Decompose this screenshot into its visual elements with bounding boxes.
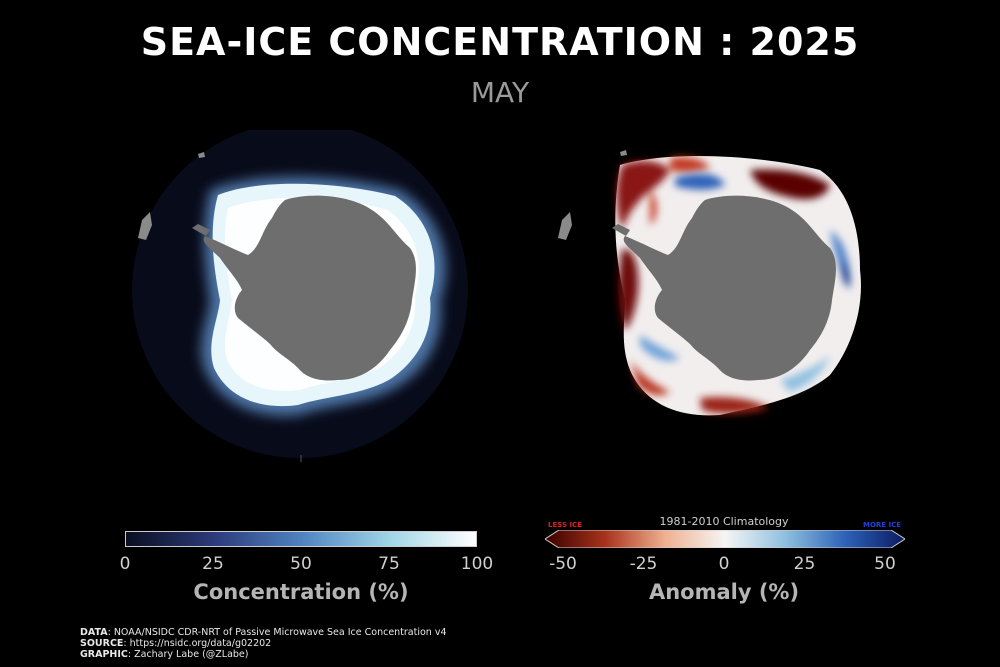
concentration-map <box>132 130 468 462</box>
credit-source: SOURCE: https://nsidc.org/data/g02202 <box>80 638 272 649</box>
credit-data: DATA: NOAA/NSIDC CDR-NRT of Passive Micr… <box>80 627 447 638</box>
credit-graphic: GRAPHIC: Zachary Labe (@ZLabe) <box>80 649 249 660</box>
antarctica-landmass <box>203 195 416 381</box>
island-south-america <box>558 212 572 240</box>
anomaly-colorbar <box>545 530 905 548</box>
concentration-tick: 50 <box>290 554 312 574</box>
antarctica-landmass <box>623 195 836 381</box>
concentration-tick: 25 <box>202 554 224 574</box>
anomaly-tick: -50 <box>549 554 577 574</box>
climatology-label: 1981-2010 Climatology <box>659 515 789 528</box>
concentration-colorbar <box>125 531 477 547</box>
concentration-tick: 75 <box>378 554 400 574</box>
anomaly-tick: 25 <box>793 554 816 574</box>
anomaly-tick: -25 <box>629 554 658 574</box>
concentration-tick: 0 <box>119 554 131 574</box>
concentration-label: Concentration (%) <box>193 580 409 604</box>
credits: DATA: NOAA/NSIDC CDR-NRT of Passive Micr… <box>80 627 447 660</box>
less-ice-label: LESS ICE <box>548 521 582 529</box>
more-ice-label: MORE ICE <box>863 521 902 529</box>
anomaly-tick: 50 <box>874 554 896 574</box>
anomaly-label: Anomaly (%) <box>648 580 800 604</box>
month-subtitle: MAY <box>470 76 530 109</box>
anomaly-tick: 0 <box>718 554 730 574</box>
page-title: SEA-ICE CONCENTRATION : 2025 <box>140 20 860 64</box>
less-ice-regions <box>616 157 830 414</box>
island-south-america <box>138 212 152 240</box>
concentration-tick: 100 <box>460 554 494 574</box>
anomaly-map <box>558 150 861 416</box>
more-ice-regions <box>640 173 851 392</box>
